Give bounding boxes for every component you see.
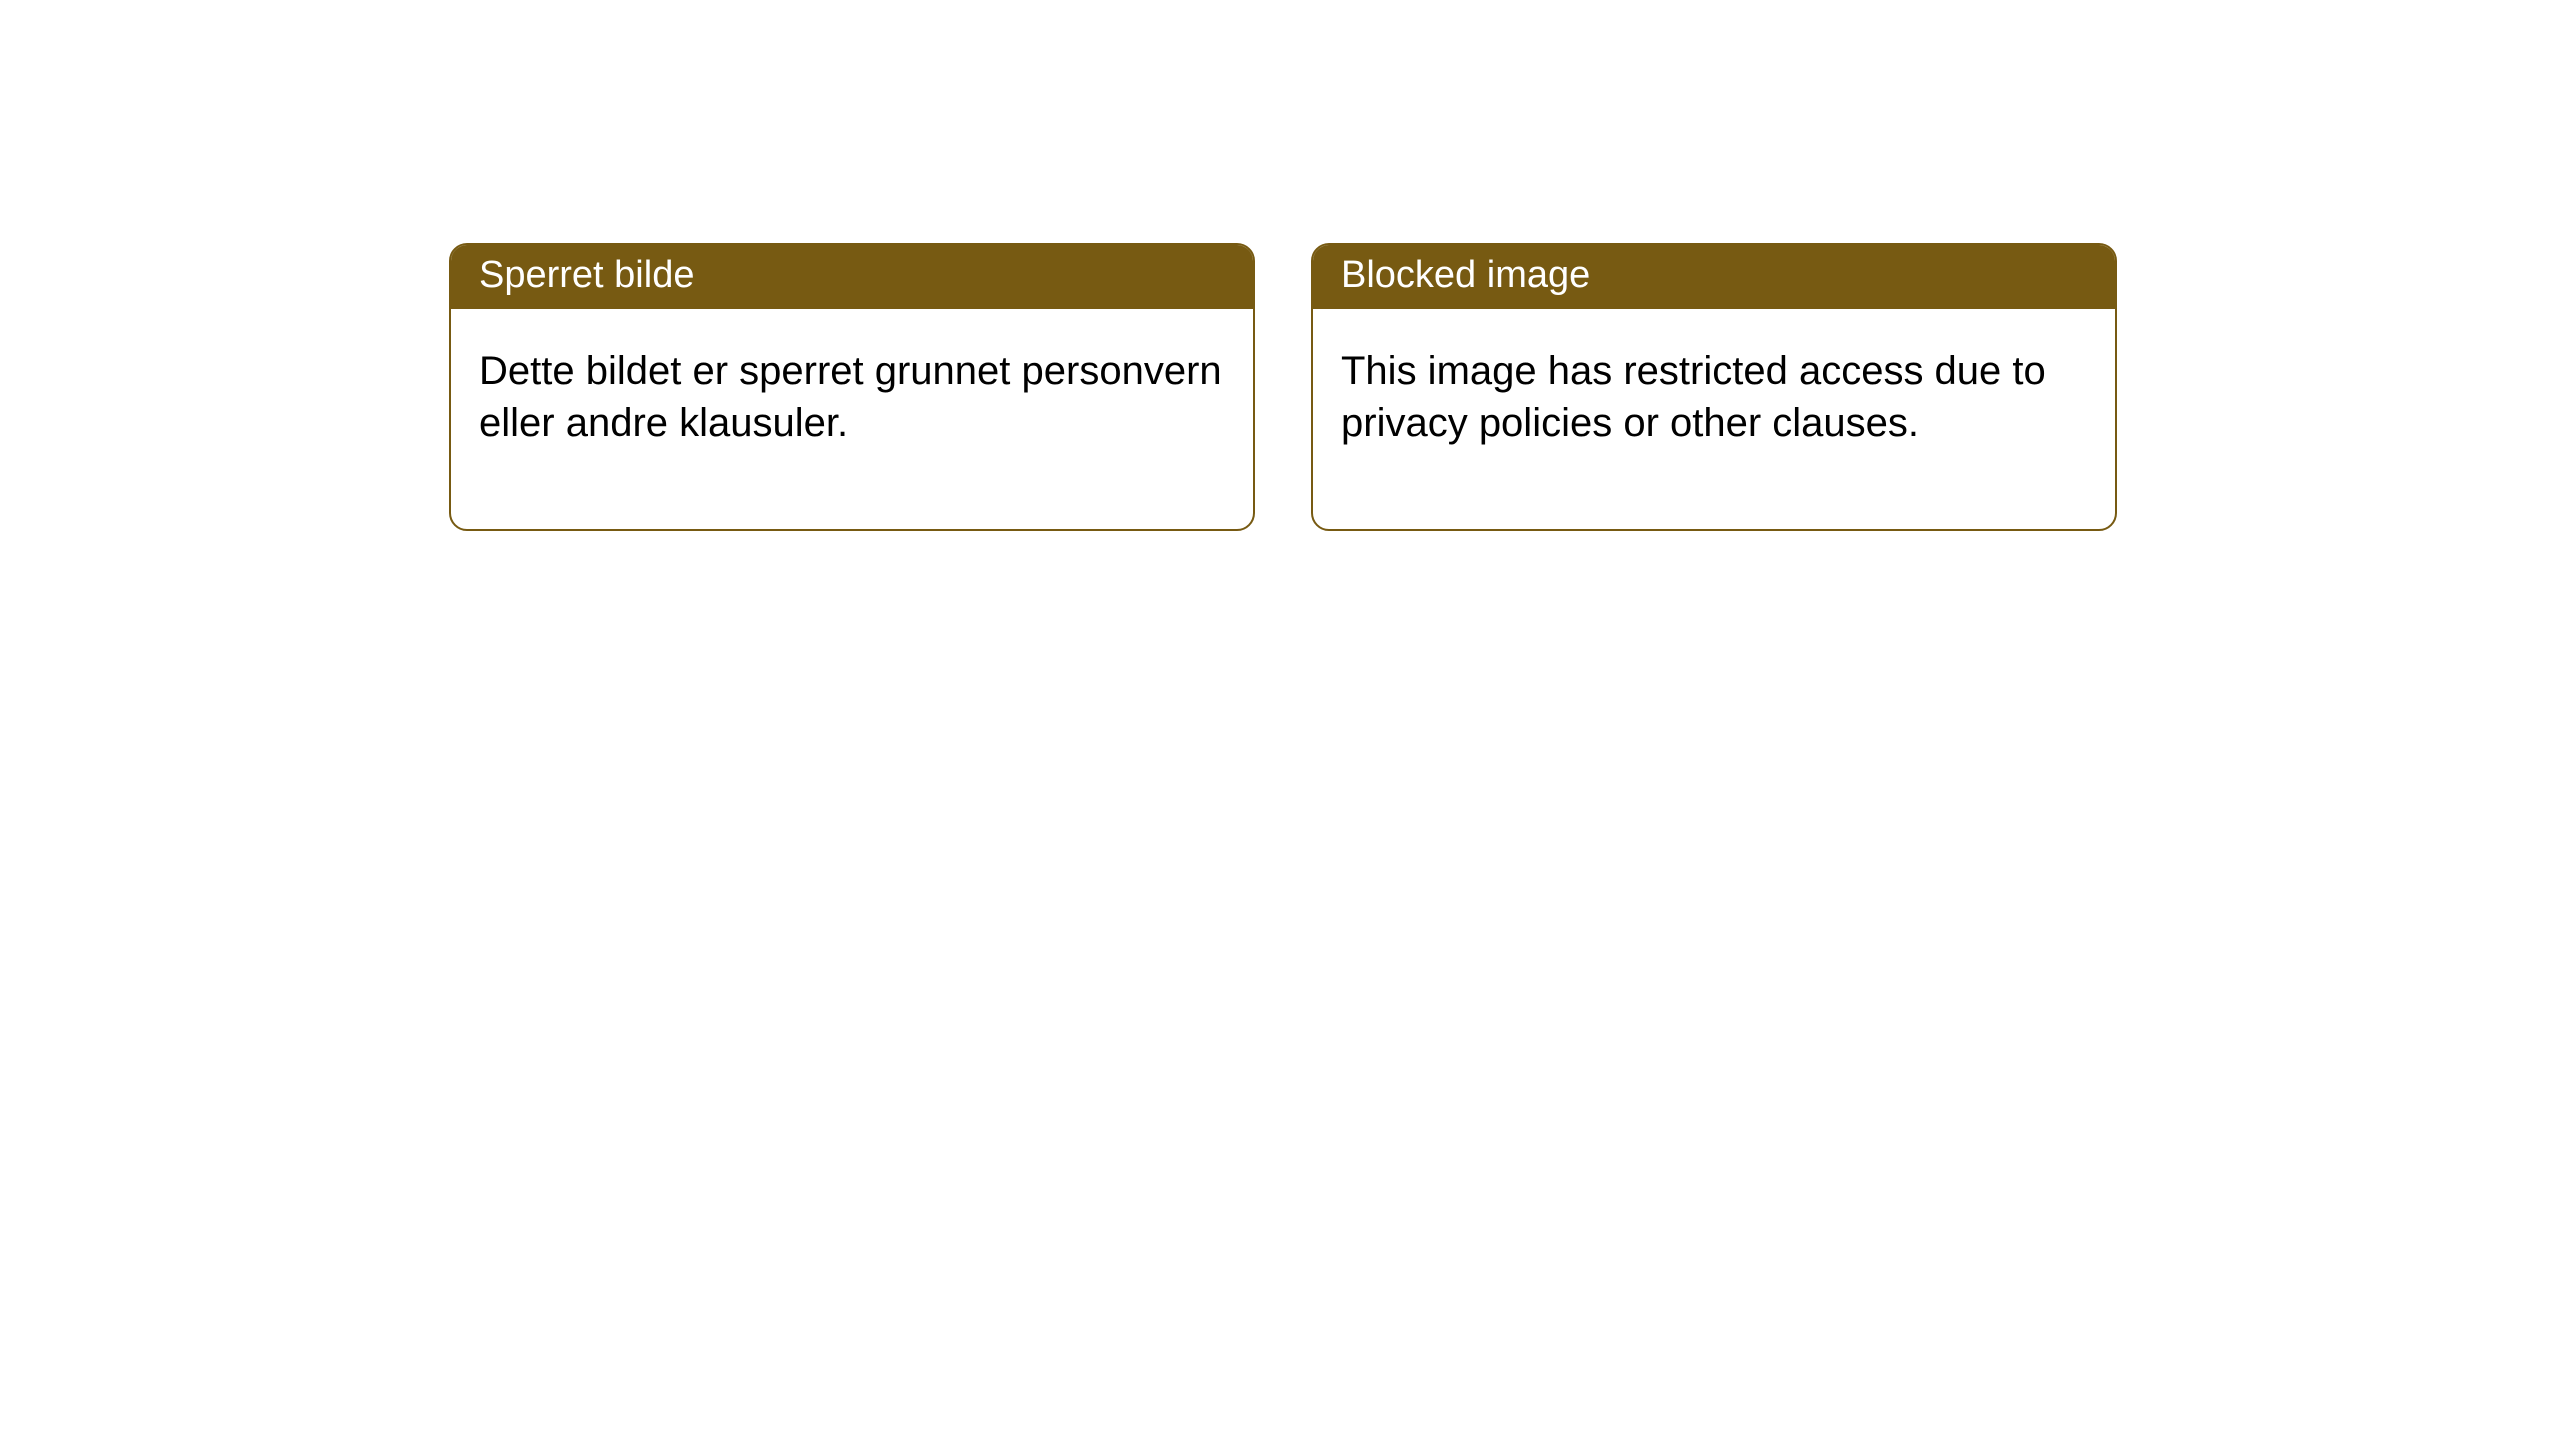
notice-container: Sperret bilde Dette bildet er sperret gr… bbox=[0, 0, 2560, 531]
notice-header: Blocked image bbox=[1313, 245, 2115, 309]
notice-body: Dette bildet er sperret grunnet personve… bbox=[451, 309, 1253, 529]
notice-box-norwegian: Sperret bilde Dette bildet er sperret gr… bbox=[449, 243, 1255, 531]
notice-header: Sperret bilde bbox=[451, 245, 1253, 309]
notice-body: This image has restricted access due to … bbox=[1313, 309, 2115, 529]
notice-box-english: Blocked image This image has restricted … bbox=[1311, 243, 2117, 531]
